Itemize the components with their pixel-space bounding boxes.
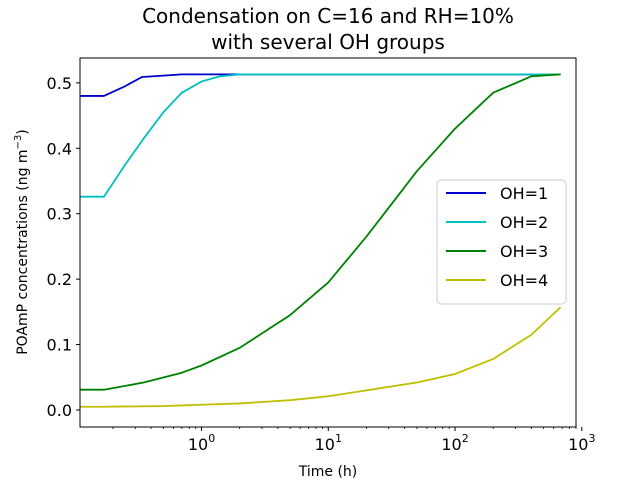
series-line-oh4 — [80, 306, 562, 408]
x-axis-label: Time (h) — [298, 464, 358, 480]
y-axis-label-close: ) — [15, 129, 31, 134]
x-axis-ticks: 100 101 102 103 — [112, 427, 595, 454]
chart-title-line1: Condensation on C=16 and RH=10% — [142, 4, 514, 28]
legend-label-oh1: OH=1 — [500, 184, 548, 203]
legend-label-oh3: OH=3 — [500, 242, 548, 261]
series-layer — [80, 73, 562, 408]
legend: OH=1 OH=2 OH=3 OH=4 — [436, 179, 567, 305]
x-tick-label: 103 — [568, 432, 595, 454]
y-axis-label-sup: −3 — [13, 135, 24, 150]
y-tick-label: 0.1 — [47, 336, 72, 355]
legend-label-oh4: OH=4 — [500, 271, 548, 290]
y-tick-label: 0.5 — [47, 74, 72, 93]
y-tick-label: 0.3 — [47, 205, 72, 224]
y-axis-label: POAmP concentrations (ng m−3) — [13, 129, 31, 355]
y-tick-label: 0.4 — [47, 139, 72, 158]
y-tick-label: 0.2 — [47, 270, 72, 289]
x-tick-label: 102 — [441, 432, 468, 454]
chart-title-line2: with several OH groups — [211, 30, 445, 54]
x-tick-label: 100 — [188, 432, 215, 454]
x-tick-label: 101 — [315, 432, 342, 454]
y-axis-label-main: POAmP concentrations (ng m — [15, 149, 31, 354]
series-line-oh2 — [80, 73, 561, 198]
y-tick-label: 0.0 — [47, 401, 72, 420]
legend-label-oh2: OH=2 — [500, 213, 548, 232]
y-axis-ticks: 0.0 0.1 0.2 0.3 0.4 0.5 — [47, 74, 80, 420]
legend-entries: OH=1 OH=2 OH=3 OH=4 — [446, 184, 548, 290]
legend-box — [436, 179, 567, 305]
series-line-oh3 — [80, 73, 561, 391]
